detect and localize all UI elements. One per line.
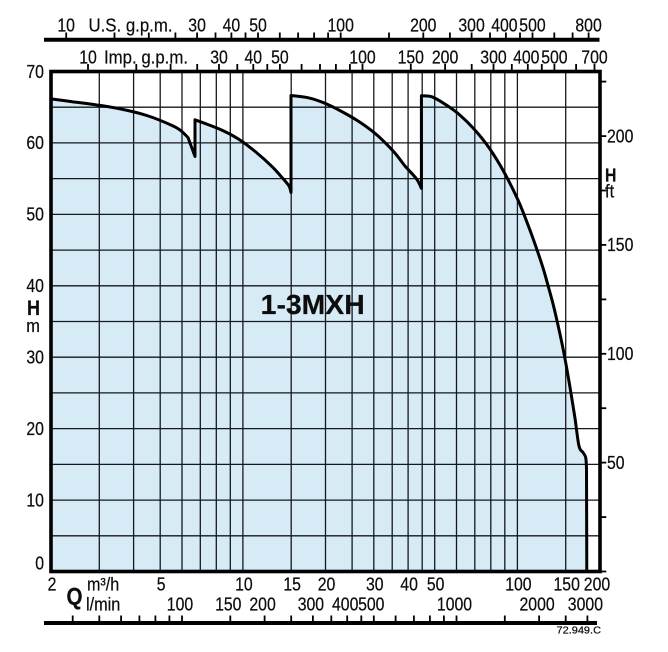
svg-text:40: 40 bbox=[245, 47, 263, 67]
svg-text:50: 50 bbox=[427, 575, 445, 595]
svg-text:2000: 2000 bbox=[520, 595, 555, 615]
svg-text:100: 100 bbox=[505, 575, 531, 595]
svg-text:U.S. g.p.m.: U.S. g.p.m. bbox=[89, 15, 173, 35]
svg-text:200: 200 bbox=[607, 126, 633, 146]
svg-text:20: 20 bbox=[318, 575, 336, 595]
svg-text:ft: ft bbox=[605, 182, 614, 202]
svg-text:800: 800 bbox=[575, 15, 601, 35]
svg-text:50: 50 bbox=[607, 453, 625, 473]
svg-text:300: 300 bbox=[480, 47, 506, 67]
svg-text:300: 300 bbox=[458, 15, 484, 35]
svg-text:150: 150 bbox=[554, 575, 580, 595]
svg-text:40: 40 bbox=[26, 276, 44, 296]
svg-text:20: 20 bbox=[26, 419, 44, 439]
svg-text:Imp. g.p.m.: Imp. g.p.m. bbox=[104, 47, 188, 67]
svg-text:H: H bbox=[27, 297, 40, 320]
svg-text:200: 200 bbox=[410, 15, 436, 35]
svg-text:10: 10 bbox=[79, 47, 97, 67]
svg-text:15: 15 bbox=[283, 575, 301, 595]
svg-text:0: 0 bbox=[35, 553, 44, 573]
svg-text:1-3MXH: 1-3MXH bbox=[261, 289, 365, 320]
svg-text:200: 200 bbox=[584, 575, 610, 595]
svg-text:200: 200 bbox=[249, 595, 275, 615]
svg-text:10: 10 bbox=[26, 490, 44, 510]
svg-text:10: 10 bbox=[235, 575, 253, 595]
svg-text:Q: Q bbox=[67, 584, 83, 611]
svg-text:500: 500 bbox=[541, 47, 567, 67]
svg-text:400: 400 bbox=[491, 15, 517, 35]
svg-text:30: 30 bbox=[366, 575, 384, 595]
svg-text:2: 2 bbox=[48, 575, 57, 595]
svg-text:m³/h: m³/h bbox=[87, 575, 119, 595]
svg-text:1000: 1000 bbox=[437, 595, 472, 615]
svg-text:72.949.C: 72.949.C bbox=[557, 625, 602, 637]
svg-text:100: 100 bbox=[167, 595, 193, 615]
svg-text:m: m bbox=[26, 316, 40, 336]
svg-text:60: 60 bbox=[26, 133, 44, 153]
svg-text:100: 100 bbox=[607, 344, 633, 364]
svg-text:5: 5 bbox=[157, 575, 166, 595]
svg-text:500: 500 bbox=[358, 595, 384, 615]
svg-text:l/min: l/min bbox=[86, 595, 120, 615]
svg-text:40: 40 bbox=[223, 15, 241, 35]
svg-text:100: 100 bbox=[328, 15, 354, 35]
svg-text:30: 30 bbox=[26, 348, 44, 368]
svg-text:150: 150 bbox=[398, 47, 424, 67]
svg-text:200: 200 bbox=[432, 47, 458, 67]
svg-text:3000: 3000 bbox=[568, 595, 603, 615]
svg-text:10: 10 bbox=[57, 15, 75, 35]
svg-text:150: 150 bbox=[215, 595, 241, 615]
svg-text:150: 150 bbox=[607, 235, 633, 255]
svg-text:30: 30 bbox=[188, 15, 206, 35]
svg-text:50: 50 bbox=[26, 205, 44, 225]
svg-text:500: 500 bbox=[519, 15, 545, 35]
svg-text:400: 400 bbox=[513, 47, 539, 67]
svg-text:30: 30 bbox=[210, 47, 228, 67]
svg-text:50: 50 bbox=[271, 47, 289, 67]
svg-text:400: 400 bbox=[332, 595, 358, 615]
svg-text:700: 700 bbox=[581, 47, 607, 67]
svg-text:70: 70 bbox=[26, 62, 44, 82]
svg-text:H: H bbox=[605, 166, 616, 186]
svg-text:300: 300 bbox=[298, 595, 324, 615]
svg-text:50: 50 bbox=[249, 15, 267, 35]
svg-text:40: 40 bbox=[400, 575, 418, 595]
svg-text:100: 100 bbox=[349, 47, 375, 67]
